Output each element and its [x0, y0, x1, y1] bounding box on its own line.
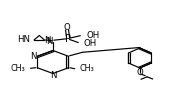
Text: HN: HN	[17, 35, 30, 44]
Text: O: O	[64, 23, 70, 32]
Text: P: P	[65, 34, 71, 44]
Text: N: N	[50, 71, 56, 80]
Text: CH₃: CH₃	[11, 64, 25, 73]
Text: N: N	[30, 52, 37, 60]
Text: CH₃: CH₃	[80, 64, 94, 73]
Text: OH: OH	[83, 39, 96, 48]
Text: N: N	[46, 37, 53, 46]
Text: O: O	[136, 68, 143, 77]
Text: OH: OH	[87, 31, 100, 40]
Text: N: N	[45, 36, 51, 45]
